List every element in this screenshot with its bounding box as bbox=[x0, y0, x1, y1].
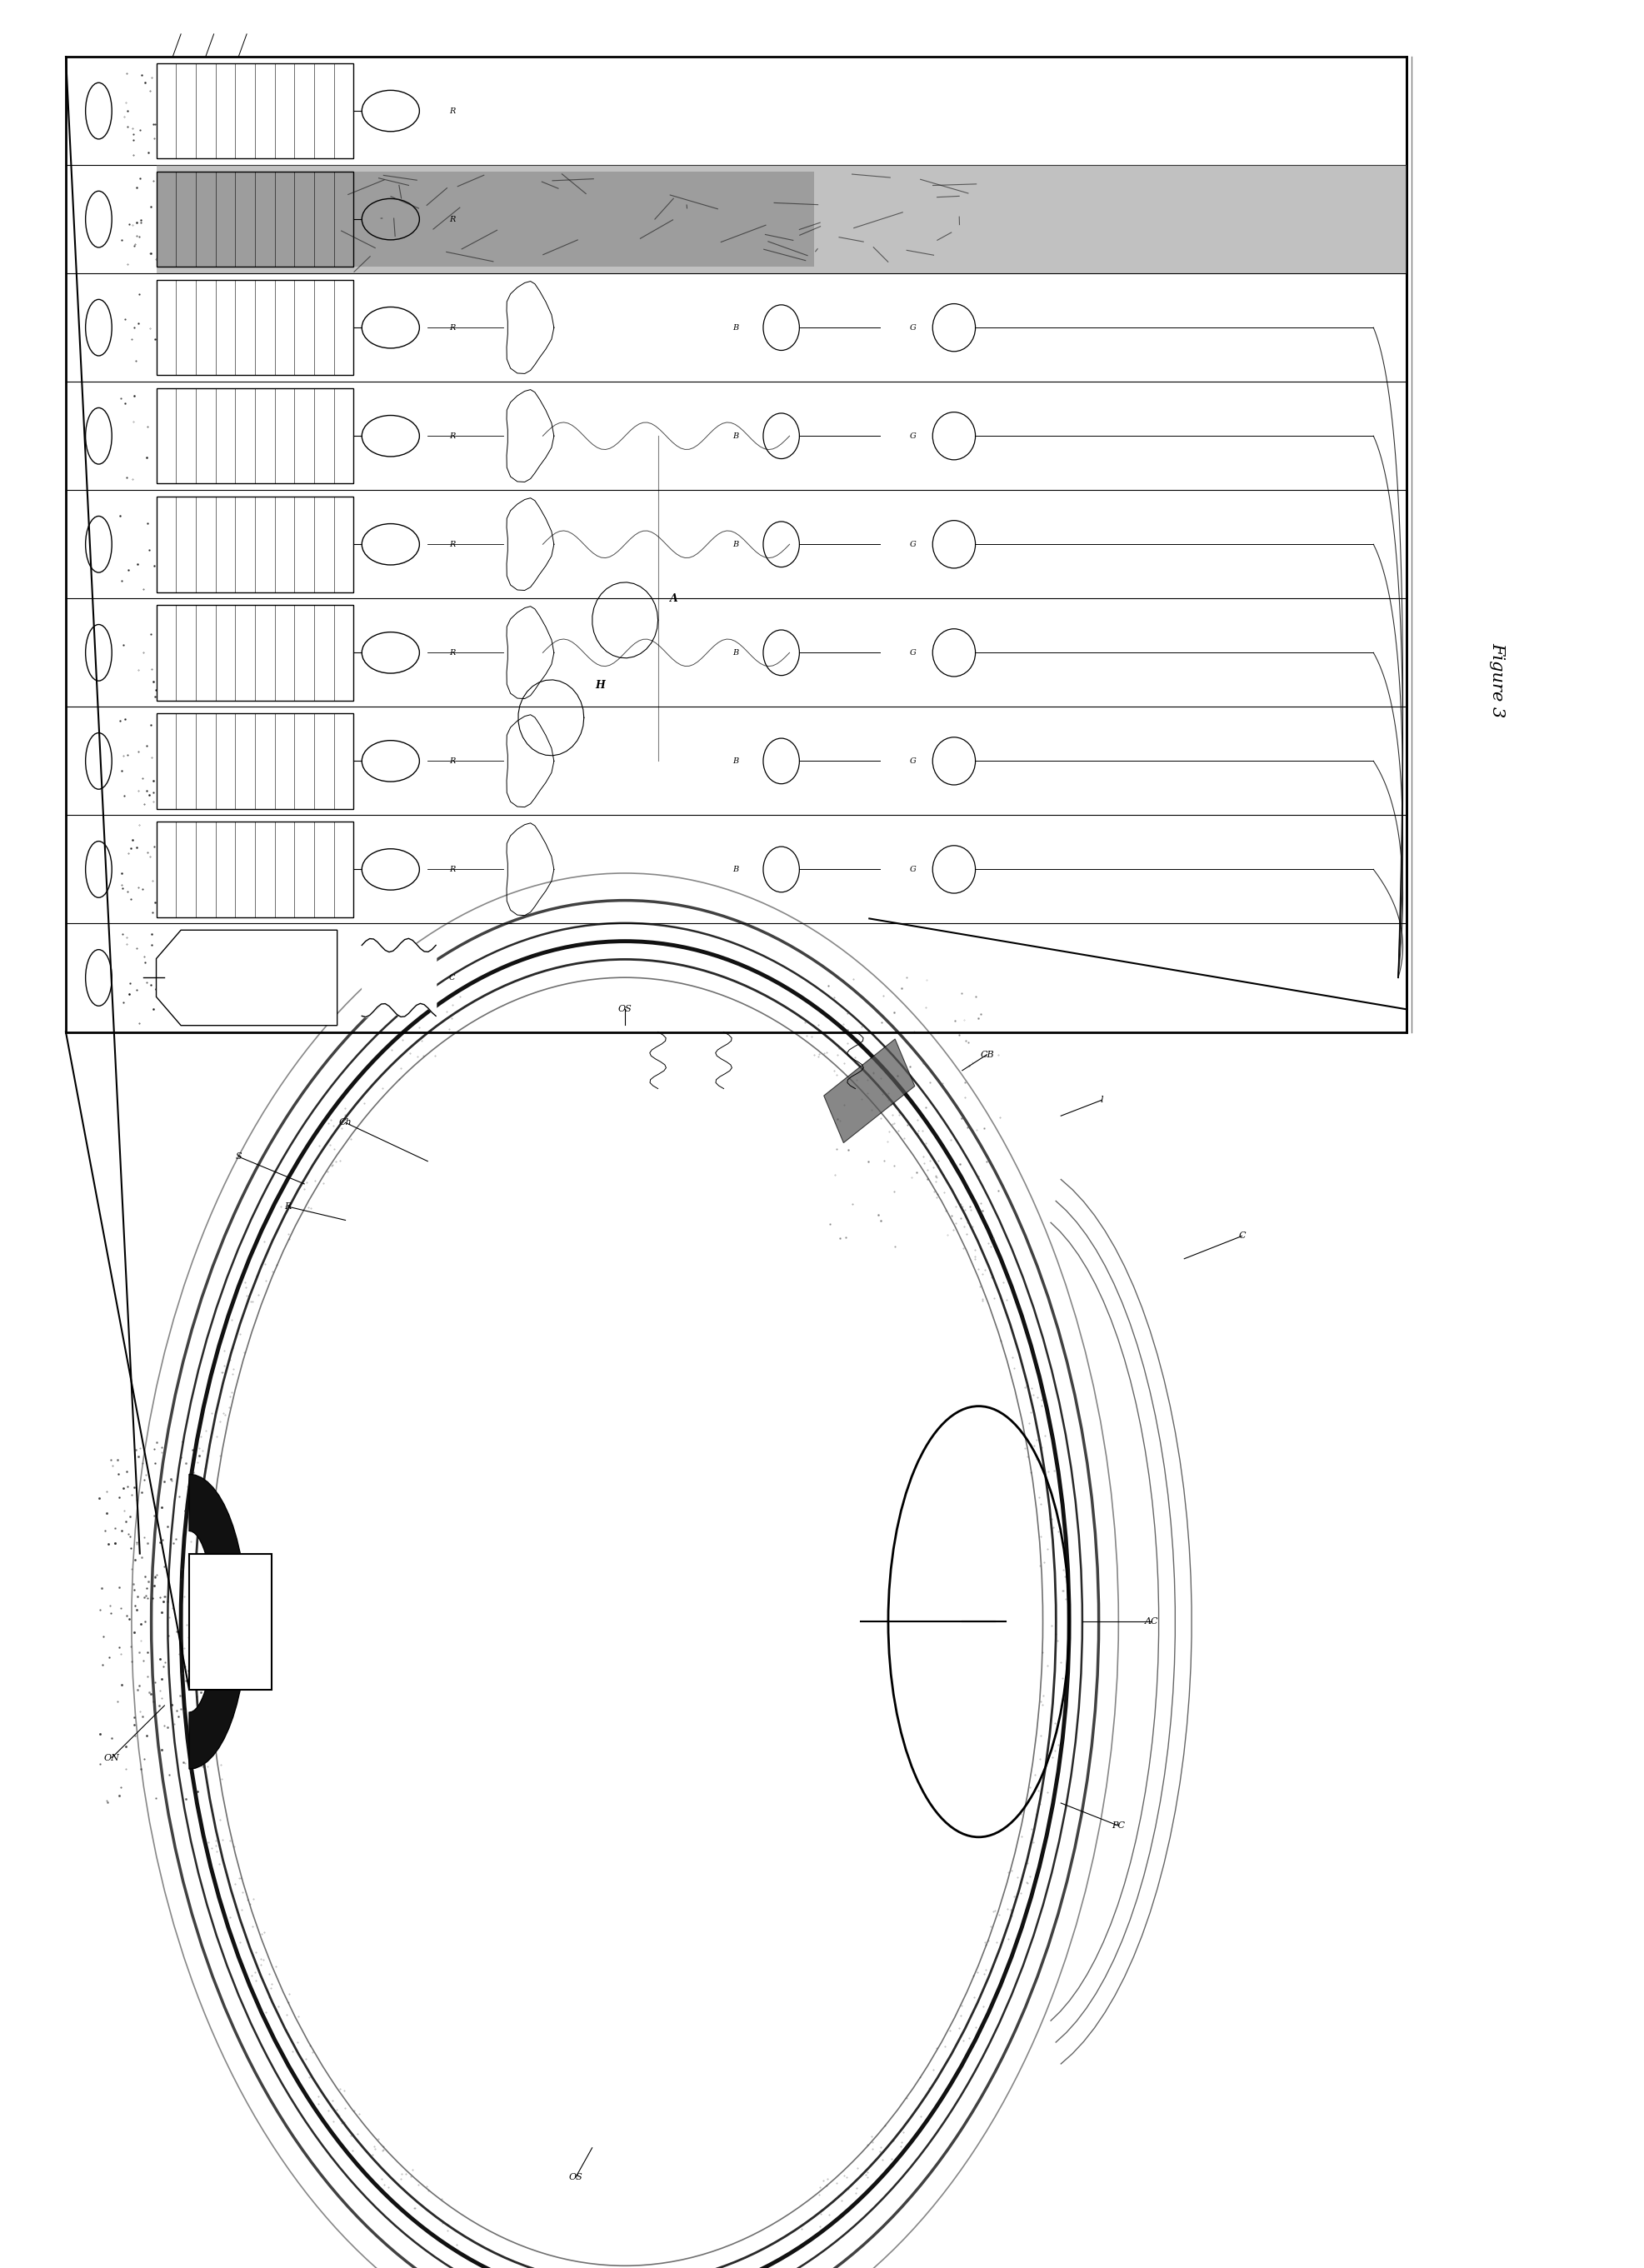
Bar bbox=[66, 57, 1406, 1032]
Text: C: C bbox=[1238, 1232, 1245, 1241]
Bar bbox=[189, 1554, 271, 1690]
Text: R: R bbox=[284, 1202, 291, 1211]
Bar bbox=[156, 166, 1406, 274]
Text: CB: CB bbox=[980, 1050, 993, 1059]
Text: B: B bbox=[732, 433, 738, 440]
Bar bbox=[156, 172, 353, 268]
Bar bbox=[156, 821, 353, 916]
Bar bbox=[156, 279, 353, 374]
Ellipse shape bbox=[217, 991, 1032, 2252]
Text: G: G bbox=[909, 540, 916, 549]
Text: PC: PC bbox=[1111, 1821, 1124, 1830]
Bar bbox=[156, 64, 353, 159]
Text: G: G bbox=[909, 324, 916, 331]
Text: G: G bbox=[909, 866, 916, 873]
Text: R: R bbox=[449, 107, 455, 116]
Text: C: C bbox=[449, 973, 455, 982]
Text: R: R bbox=[449, 215, 455, 222]
Bar bbox=[156, 714, 353, 810]
Polygon shape bbox=[156, 930, 337, 1025]
Text: B: B bbox=[732, 866, 738, 873]
Text: H: H bbox=[595, 680, 605, 689]
Text: AC: AC bbox=[1144, 1617, 1157, 1626]
Text: S: S bbox=[235, 1152, 242, 1161]
Text: R: R bbox=[449, 540, 455, 549]
Text: G: G bbox=[909, 433, 916, 440]
Bar bbox=[156, 388, 353, 483]
Text: B: B bbox=[732, 649, 738, 655]
Text: B: B bbox=[732, 324, 738, 331]
Text: Figure 3: Figure 3 bbox=[1488, 642, 1504, 719]
Polygon shape bbox=[824, 1039, 914, 1143]
Text: R: R bbox=[449, 324, 455, 331]
Text: ON: ON bbox=[104, 1753, 120, 1762]
Text: R: R bbox=[449, 758, 455, 764]
Bar bbox=[156, 497, 353, 592]
Text: R: R bbox=[449, 866, 455, 873]
Text: Ch: Ch bbox=[339, 1118, 352, 1127]
Bar bbox=[156, 606, 353, 701]
Text: OS: OS bbox=[618, 1005, 631, 1014]
Text: G: G bbox=[909, 649, 916, 655]
Text: R: R bbox=[449, 649, 455, 655]
Bar bbox=[156, 172, 814, 268]
Text: B: B bbox=[732, 758, 738, 764]
Text: G: G bbox=[909, 758, 916, 764]
Text: A: A bbox=[671, 594, 677, 603]
Text: B: B bbox=[732, 540, 738, 549]
Text: OS: OS bbox=[569, 2173, 582, 2182]
Text: R: R bbox=[449, 433, 455, 440]
Text: l: l bbox=[1100, 1095, 1103, 1105]
Polygon shape bbox=[189, 1474, 247, 1769]
